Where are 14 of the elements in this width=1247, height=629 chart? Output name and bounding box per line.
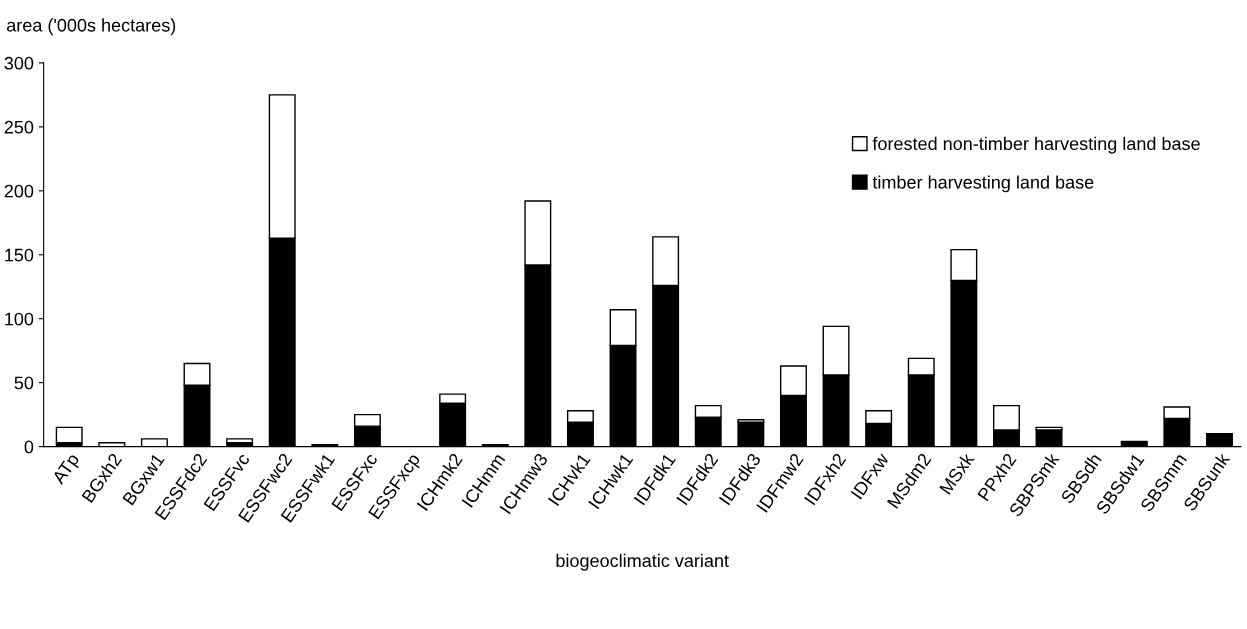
y-tick-label: 100 [5,312,34,326]
y-axis-title: area ('000s hectares) [7,18,176,36]
y-tick-label: 250 [4,120,34,134]
legend-label: timber harvesting land base [872,175,1094,193]
x-tick-label: ATp [51,452,83,488]
bar [226,438,254,444]
bar [55,426,83,444]
x-axis-title: biogeoclimatic variant [556,553,729,571]
legend-label: forested non-timber harvesting land base [872,136,1200,154]
y-tick-label: 150 [5,248,34,262]
y-tick-label: 200 [4,184,34,198]
y-tick-label: 300 [4,56,34,70]
y-tick-label: 50 [14,376,34,390]
y-tick-label: 0 [24,440,34,454]
